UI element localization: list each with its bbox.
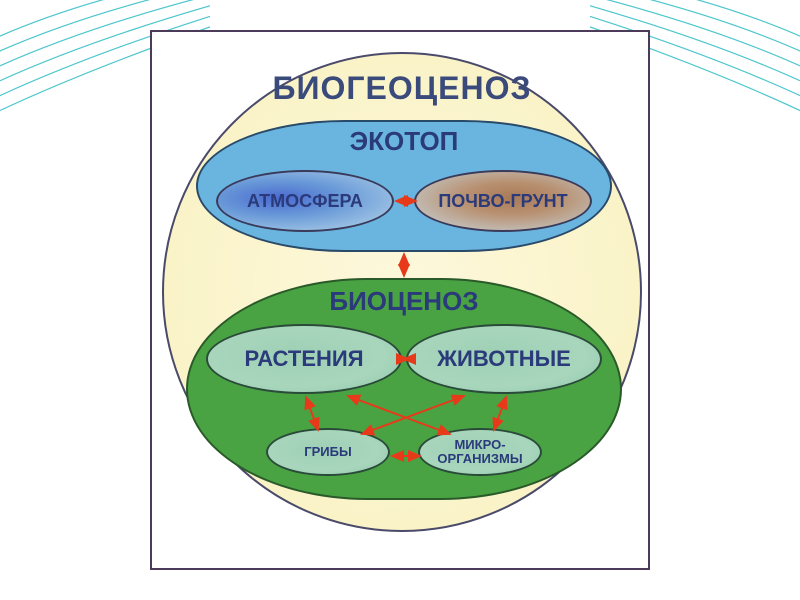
slide-background: БИОГЕОЦЕНОЗ ЭКОТОП АТМОСФЕРА ПОЧВО-ГРУНТ — [0, 0, 800, 600]
diagram-frame: БИОГЕОЦЕНОЗ ЭКОТОП АТМОСФЕРА ПОЧВО-ГРУНТ — [150, 30, 650, 570]
label-fungi: ГРИБЫ — [304, 445, 351, 459]
label-atmosphere: АТМОСФЕРА — [247, 192, 363, 211]
label-animals: ЖИВОТНЫЕ — [437, 347, 571, 370]
node-atmosphere: АТМОСФЕРА — [216, 170, 394, 232]
label-micro-line2: ОРГАНИЗМЫ — [437, 451, 522, 466]
title-biogeocenosis: БИОГЕОЦЕНОЗ — [164, 70, 640, 107]
ecotop-region: ЭКОТОП АТМОСФЕРА ПОЧВО-ГРУНТ — [196, 120, 612, 252]
title-ecotop: ЭКОТОП — [198, 126, 610, 157]
node-micro: МИКРО- ОРГАНИЗМЫ — [418, 428, 542, 476]
title-biocenosis: БИОЦЕНОЗ — [188, 286, 620, 317]
node-fungi: ГРИБЫ — [266, 428, 390, 476]
label-plants: РАСТЕНИЯ — [244, 347, 363, 370]
node-soil: ПОЧВО-ГРУНТ — [414, 170, 592, 232]
label-soil: ПОЧВО-ГРУНТ — [438, 192, 567, 211]
node-plants: РАСТЕНИЯ — [206, 324, 402, 394]
biogeocenosis-circle: БИОГЕОЦЕНОЗ ЭКОТОП АТМОСФЕРА ПОЧВО-ГРУНТ — [162, 52, 642, 532]
label-micro: МИКРО- ОРГАНИЗМЫ — [437, 438, 522, 465]
node-animals: ЖИВОТНЫЕ — [406, 324, 602, 394]
biocenosis-region: БИОЦЕНОЗ РАСТЕНИЯ ЖИВОТНЫЕ ГРИБЫ МИКРО- … — [186, 278, 622, 500]
